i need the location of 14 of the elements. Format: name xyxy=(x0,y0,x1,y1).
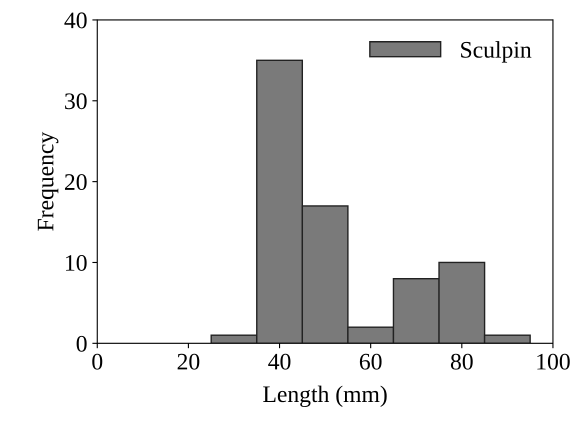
x-tick-label: 20 xyxy=(178,354,200,370)
y-tick-label: 10 xyxy=(66,254,87,271)
x-tick-label: 0 xyxy=(92,354,102,370)
x-tick-label: 80 xyxy=(450,354,473,370)
y-tick-label: 30 xyxy=(65,93,87,110)
y-axis-title: Frequency xyxy=(38,132,58,231)
y-tick-label: 0 xyxy=(76,336,87,352)
x-axis-title: Length (mm) xyxy=(263,386,387,408)
y-tick-label: 20 xyxy=(64,174,87,190)
y-tick-label: 40 xyxy=(64,12,87,28)
legend-label: Sculpin xyxy=(461,41,532,63)
x-tick-label: 40 xyxy=(268,354,290,370)
x-tick-label: 60 xyxy=(360,354,382,370)
x-tick-label: 100 xyxy=(537,354,570,370)
